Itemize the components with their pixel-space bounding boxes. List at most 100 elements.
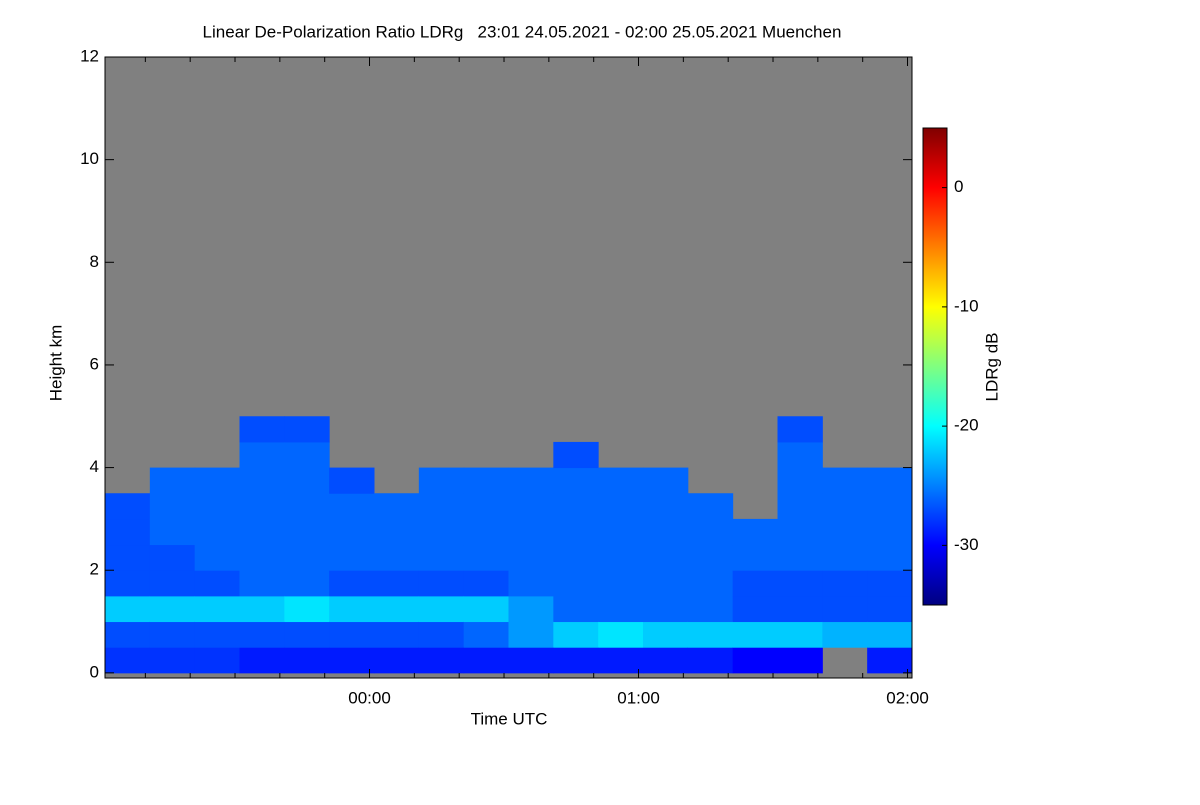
colorbar-tick-label: -20 bbox=[954, 416, 979, 435]
heatmap-cell bbox=[149, 544, 196, 571]
heatmap-cell bbox=[867, 570, 913, 597]
heatmap-cell bbox=[822, 467, 868, 494]
heatmap-cell bbox=[149, 518, 196, 546]
y-tick-label: 8 bbox=[90, 252, 99, 271]
heatmap-cell bbox=[105, 493, 151, 520]
heatmap-cell bbox=[598, 570, 644, 597]
heatmap-cell bbox=[105, 647, 151, 674]
heatmap-cell bbox=[643, 621, 689, 648]
heatmap-cell bbox=[867, 493, 913, 520]
heatmap-cell bbox=[284, 441, 330, 469]
y-tick-label: 6 bbox=[90, 354, 99, 373]
heatmap-cell bbox=[598, 621, 644, 648]
heatmap-cell bbox=[598, 518, 644, 546]
heatmap-cell bbox=[777, 467, 823, 494]
heatmap-cell bbox=[867, 621, 913, 648]
heatmap-cell bbox=[418, 595, 465, 623]
heatmap-cell bbox=[284, 544, 330, 571]
y-tick-label: 12 bbox=[80, 46, 99, 65]
heatmap-cell bbox=[732, 647, 778, 674]
chart-title: Linear De-Polarization Ratio LDRg 23:01 … bbox=[203, 22, 842, 41]
heatmap-cell bbox=[194, 467, 240, 494]
heatmap-cell bbox=[374, 544, 420, 571]
heatmap-cell bbox=[105, 518, 151, 546]
heatmap-cell bbox=[687, 570, 734, 597]
heatmap-cell bbox=[374, 621, 420, 648]
heatmap-cell bbox=[867, 647, 913, 674]
heatmap-cell bbox=[643, 647, 689, 674]
heatmap-cell bbox=[284, 518, 330, 546]
heatmap-cell bbox=[553, 518, 599, 546]
heatmap-cell bbox=[284, 621, 330, 648]
heatmap-cell bbox=[149, 647, 196, 674]
heatmap-cell bbox=[777, 518, 823, 546]
heatmap-cell bbox=[553, 467, 599, 494]
heatmap-cell bbox=[418, 647, 465, 674]
colorbar-tick-label: -10 bbox=[954, 296, 979, 315]
heatmap-cell bbox=[732, 544, 778, 571]
colorbar bbox=[922, 127, 948, 606]
heatmap-cell bbox=[284, 416, 330, 443]
heatmap-cell bbox=[777, 647, 823, 674]
heatmap-cell bbox=[732, 621, 778, 648]
heatmap-cell bbox=[508, 595, 554, 623]
heatmap-cell bbox=[822, 493, 868, 520]
heatmap-cell bbox=[463, 544, 509, 571]
heatmap-cell bbox=[643, 544, 689, 571]
heatmap-cell bbox=[643, 518, 689, 546]
heatmap-cell bbox=[418, 570, 465, 597]
heatmap-cell bbox=[463, 621, 509, 648]
y-tick-label: 0 bbox=[90, 662, 99, 681]
heatmap-cell bbox=[687, 518, 734, 546]
heatmap-cell bbox=[239, 595, 285, 623]
heatmap-cell bbox=[284, 595, 330, 623]
heatmap-cell bbox=[374, 493, 420, 520]
heatmap-cell bbox=[149, 621, 196, 648]
heatmap-cell bbox=[418, 544, 465, 571]
heatmap-cell bbox=[284, 493, 330, 520]
heatmap-cell bbox=[687, 493, 734, 520]
heatmap-cell bbox=[553, 595, 599, 623]
heatmap-cell bbox=[463, 467, 509, 494]
heatmap-cell bbox=[643, 595, 689, 623]
plot-frame bbox=[104, 56, 913, 679]
heatmap-cell bbox=[329, 518, 375, 546]
heatmap-cell bbox=[687, 621, 734, 648]
heatmap-cell bbox=[105, 595, 151, 623]
heatmap-cell bbox=[732, 595, 778, 623]
colorbar-label: LDRg dB bbox=[982, 333, 1001, 402]
heatmap-cell bbox=[508, 493, 554, 520]
x-axis-label: Time UTC bbox=[471, 709, 548, 728]
x-tick-label: 00:00 bbox=[348, 688, 391, 707]
heatmap-cell bbox=[777, 441, 823, 469]
heatmap-cell bbox=[553, 441, 599, 469]
heatmap-cell bbox=[732, 570, 778, 597]
colorbar-tick-label: 0 bbox=[954, 177, 963, 196]
heatmap-cell bbox=[463, 595, 509, 623]
heatmap-cell bbox=[194, 647, 240, 674]
heatmap-cell bbox=[508, 621, 554, 648]
heatmap-cell bbox=[239, 544, 285, 571]
heatmap-cell bbox=[418, 493, 465, 520]
heatmap-cell bbox=[463, 647, 509, 674]
heatmap-cell bbox=[777, 621, 823, 648]
heatmap-cell bbox=[687, 647, 734, 674]
heatmap-cell bbox=[777, 570, 823, 597]
heatmap-cell bbox=[374, 518, 420, 546]
heatmap-cell bbox=[687, 544, 734, 571]
heatmap-cell bbox=[194, 544, 240, 571]
heatmap-cell bbox=[329, 647, 375, 674]
heatmap-cell bbox=[463, 570, 509, 597]
y-axis-label: Height km bbox=[46, 325, 65, 402]
heatmap-cell bbox=[284, 647, 330, 674]
heatmap-cell bbox=[463, 493, 509, 520]
heatmap-cell bbox=[149, 570, 196, 597]
heatmap-cell bbox=[239, 518, 285, 546]
colorbar-tick-label: -30 bbox=[954, 535, 979, 554]
heatmap-cell bbox=[239, 493, 285, 520]
heatmap-cell bbox=[194, 518, 240, 546]
heatmap-cell bbox=[329, 467, 375, 494]
heatmap-cell bbox=[867, 544, 913, 571]
heatmap-cell bbox=[239, 570, 285, 597]
